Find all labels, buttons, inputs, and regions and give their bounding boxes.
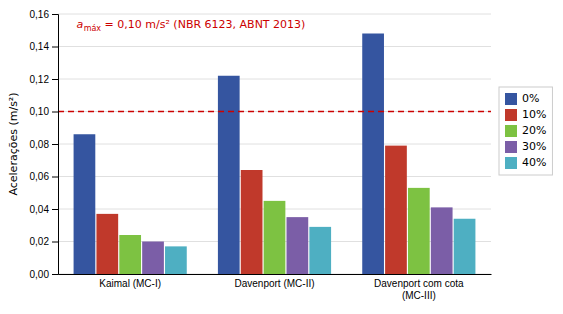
y-axis-title: Acelerações (m/s²): [7, 92, 20, 195]
grid-line: [58, 176, 491, 177]
tick: Kaimal (MC-I): [99, 278, 161, 289]
bar: [454, 219, 476, 274]
grid-line: [58, 46, 491, 47]
y-axis: 0,00 0,02 0,04 0,06 0,08 0,10 0,12 0,14 0,16: [30, 9, 59, 280]
grid-line: [58, 79, 491, 80]
x-axis: Kaimal (MC-I) Davenport (MC-II) Davenport …: [59, 275, 492, 301]
grid-line: [58, 14, 491, 15]
tick-label: 0,12: [30, 74, 50, 85]
legend-label: 40%: [522, 156, 546, 169]
annotation: a: [76, 18, 83, 31]
bar: [309, 227, 331, 274]
tick: 0,04: [30, 204, 58, 215]
tick-mark: [52, 209, 58, 210]
tick: Davenport com cota(MC-III): [374, 278, 464, 301]
bar: [74, 134, 96, 274]
bar: [96, 214, 118, 274]
legend-label: 30%: [522, 140, 546, 153]
tick-label: 0,10: [30, 106, 50, 117]
legend-label: 20%: [522, 124, 546, 137]
legend-item: 0%: [505, 92, 539, 105]
annotation: máx: [84, 24, 102, 33]
tick-label-line: Davenport (MC-II): [234, 278, 314, 289]
tick-label-line: Kaimal (MC-I): [99, 278, 161, 289]
legend-swatch: [505, 93, 517, 105]
tick-mark: [52, 242, 58, 243]
legend-item: 20%: [505, 124, 546, 137]
tick-label-line: (MC-III): [402, 290, 436, 301]
legend-item: 10%: [505, 108, 546, 121]
tick-label-line: Davenport com cota: [374, 278, 464, 289]
bar: [241, 170, 263, 274]
annotation: = 0,10 m/s² (NBR 6123, ABNT 2013): [101, 18, 305, 31]
tick: 0,12: [30, 74, 58, 85]
bar-series: [142, 207, 452, 274]
tick: 0,00: [30, 269, 58, 280]
legend: 0% 10% 20% 30% 40%: [499, 87, 552, 175]
tick-label: 0,02: [30, 236, 50, 247]
legend-label: 10%: [522, 108, 546, 121]
tick-label: 0,08: [30, 139, 50, 150]
tick-mark: [52, 47, 58, 48]
tick-label: Davenport (MC-II): [234, 278, 314, 289]
legend-item: 30%: [505, 140, 546, 153]
bar-series: [96, 146, 406, 274]
bar: [431, 207, 453, 274]
bar: [142, 242, 164, 275]
bar-series: [165, 219, 475, 274]
tick-mark: [52, 177, 58, 178]
axis-domain: [52, 15, 59, 275]
grid-line: [58, 111, 491, 112]
tick-mark: [52, 274, 58, 275]
bar: [218, 76, 240, 274]
plot: 0,00 0,02 0,04 0,06 0,08 0,10 0,12 0,14 0,16 Kaim…: [30, 9, 492, 301]
bar: [165, 246, 187, 274]
tick-mark: [52, 14, 58, 15]
tick-mark: [52, 79, 58, 80]
tick-label: 0,16: [30, 9, 50, 20]
bar: [408, 188, 430, 274]
legend-swatch: [505, 109, 517, 121]
bar: [362, 34, 384, 275]
bar: [264, 201, 286, 274]
bar: [119, 235, 141, 274]
legend-label: 0%: [522, 92, 539, 105]
tick-label: 0,04: [30, 204, 50, 215]
tick: Davenport (MC-II): [234, 278, 314, 289]
tick-mark: [52, 112, 58, 113]
bar: [287, 217, 309, 274]
bar-series: [74, 34, 384, 275]
tick: 0,16: [30, 9, 58, 20]
tick-label: 0,06: [30, 171, 50, 182]
chart: 0,00 0,02 0,04 0,06 0,08 0,10 0,12 0,14 0,16 Kaim…: [0, 0, 563, 314]
legend-item: 40%: [505, 156, 546, 169]
tick-mark: [52, 144, 58, 145]
tick-label: Davenport com cota(MC-III): [374, 278, 464, 301]
tick: 0,02: [30, 236, 58, 247]
marks: [58, 34, 491, 275]
grid: [58, 14, 491, 274]
tick-label: 0,14: [30, 41, 50, 52]
legend-swatch: [505, 125, 517, 137]
tick: 0,10: [30, 106, 58, 117]
bar: [385, 146, 407, 274]
legend-swatch: [505, 141, 517, 153]
tick-label: Kaimal (MC-I): [99, 278, 161, 289]
axis-domain: [59, 274, 492, 275]
reference-line: [58, 111, 491, 113]
grid-line: [58, 144, 491, 145]
tick: 0,08: [30, 139, 58, 150]
legend-swatch: [505, 157, 517, 169]
bar-series: [119, 188, 429, 274]
tick: 0,14: [30, 41, 58, 52]
tick-label: 0,00: [30, 269, 50, 280]
tick: 0,06: [30, 171, 58, 182]
legend-frame: [499, 87, 552, 175]
